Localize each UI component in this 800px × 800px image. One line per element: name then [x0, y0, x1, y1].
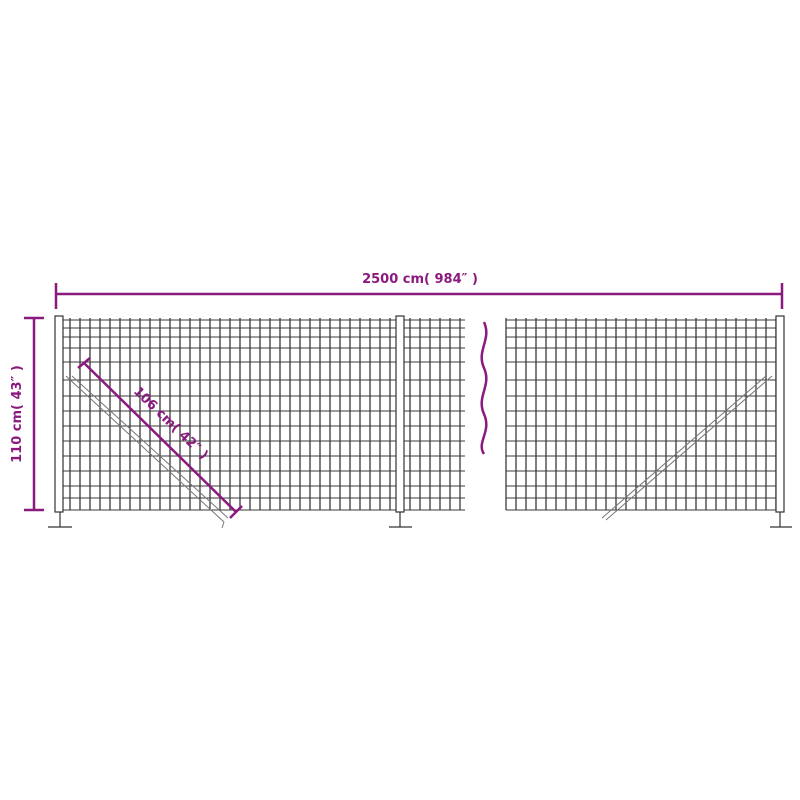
length-dimension-line: [54, 283, 784, 309]
support-braces: [65, 375, 773, 529]
brace-left: [65, 375, 229, 529]
fence-posts: [48, 315, 792, 528]
length-label: 2500 cm( 984″ ): [362, 272, 478, 287]
post-right: [775, 315, 785, 513]
break-symbol: [480, 321, 488, 455]
brace-dimension-line: [77, 357, 243, 519]
post-middle: [395, 315, 405, 513]
brace-right: [601, 375, 773, 521]
post-left: [54, 315, 64, 513]
height-dimension-line: [24, 316, 44, 512]
height-label: 110 cm( 43″ ): [10, 365, 25, 463]
